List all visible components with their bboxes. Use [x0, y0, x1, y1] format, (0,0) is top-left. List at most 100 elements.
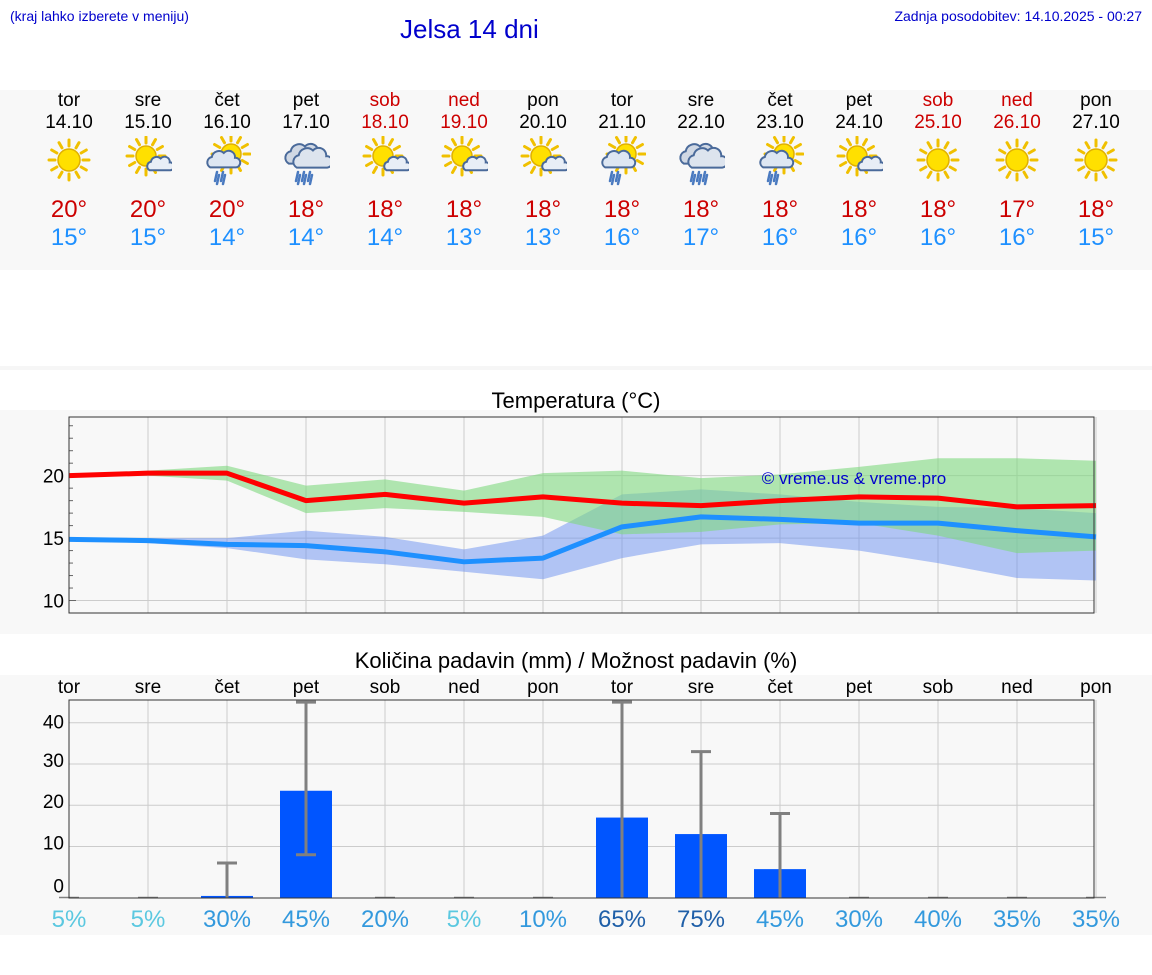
day-date: 20.10 [519, 112, 567, 133]
day-column-0: tor 14.10 20° 15° [30, 90, 109, 252]
day-date: 27.10 [1072, 112, 1120, 133]
max-temp-range-band [69, 458, 1096, 554]
temp-min: 13° [524, 224, 562, 251]
temp-min: 15° [129, 224, 167, 251]
temp-min: 16° [998, 224, 1036, 251]
precip-error-bar [770, 811, 790, 898]
min-temp-line [68, 514, 1097, 565]
sun-icon [916, 138, 960, 182]
day-column-6: pon 20.10 18° 13° [504, 90, 583, 252]
rain-probability: 5% [52, 906, 87, 933]
category-label: pet [846, 677, 873, 698]
category-label: čet [214, 677, 240, 698]
temp-min: 13° [445, 224, 483, 251]
temp-max: 20° [129, 196, 167, 223]
day-column-8: sre 22.10 18° 17° [662, 90, 741, 252]
category-label: sre [688, 677, 714, 698]
y-tick-label: 40 [43, 713, 64, 734]
day-column-4: sob 18.10 18° 14° [346, 90, 425, 252]
day-name: čet [767, 90, 793, 111]
day-date: 21.10 [598, 112, 646, 133]
y-tick-label: 20 [43, 467, 64, 488]
y-tick-label: 20 [43, 792, 64, 813]
forecast-strip: tor 14.10 20° 15° sre 15.10 20° 15° čet 16.10 20° 1… [0, 90, 1152, 270]
temp-max: 20° [208, 196, 246, 223]
y-tick-label: 0 [53, 877, 64, 898]
sun-cloud-rain-icon [601, 136, 646, 186]
sun-icon [47, 138, 91, 182]
day-date: 26.10 [993, 112, 1041, 133]
day-column-9: čet 23.10 18° 16° [741, 90, 820, 252]
temperature-chart-title: Temperatura (°C) [491, 388, 661, 413]
temp-max: 18° [524, 196, 562, 223]
temp-min: 16° [761, 224, 799, 251]
cloud-rain-icon [284, 142, 330, 186]
day-column-7: tor 21.10 18° 16° [583, 90, 662, 252]
temp-min: 15° [50, 224, 88, 251]
precipitation-chart: tor sre čet pet sob ned pon tor sre čet pet sob ned p… [43, 677, 1120, 933]
y-tick-label: 10 [43, 592, 64, 613]
y-tick-label: 10 [43, 833, 64, 854]
rain-probability: 75% [677, 906, 725, 933]
sun-cloud-icon [520, 136, 567, 177]
category-label: pon [1080, 677, 1112, 698]
temp-max: 20° [50, 196, 88, 223]
day-name: ned [448, 90, 480, 111]
divider [0, 366, 1152, 370]
rain-probability: 5% [447, 906, 482, 933]
day-name: tor [57, 90, 81, 111]
rain-probability: 35% [1072, 906, 1120, 933]
temp-max: 18° [761, 196, 799, 223]
temp-max: 18° [366, 196, 404, 223]
day-name: pet [845, 90, 873, 111]
day-column-5: ned 19.10 18° 13° [425, 90, 504, 252]
day-date: 23.10 [756, 112, 804, 133]
category-label: tor [58, 677, 81, 698]
day-column-12: ned 26.10 17° 16° [978, 90, 1057, 252]
rain-probability: 45% [282, 906, 330, 933]
day-date: 22.10 [677, 112, 725, 133]
sun-cloud-icon [836, 136, 883, 177]
day-date: 14.10 [45, 112, 93, 133]
temp-max: 18° [287, 196, 325, 223]
day-column-13: pon 27.10 18° 15° [1057, 90, 1136, 252]
day-column-11: sob 25.10 18° 16° [899, 90, 978, 252]
last-updated: Zadnja posodobitev: 14.10.2025 - 00:27 [894, 8, 1142, 24]
sun-icon [1074, 138, 1118, 182]
temp-max: 18° [840, 196, 878, 223]
rain-probability: 65% [598, 906, 646, 933]
temp-min: 15° [1077, 224, 1115, 251]
rain-probability: 45% [756, 906, 804, 933]
category-label: tor [611, 677, 634, 698]
day-date: 25.10 [914, 112, 962, 133]
sun-icon [995, 138, 1039, 182]
temp-max: 18° [682, 196, 720, 223]
rain-probability: 10% [519, 906, 567, 933]
watermark: © vreme.us & vreme.pro [762, 469, 946, 488]
category-label: ned [1001, 677, 1033, 698]
day-name: čet [214, 90, 240, 111]
precip-error-bar [612, 700, 632, 898]
day-name: sre [134, 90, 162, 111]
temp-max: 18° [603, 196, 641, 223]
temp-min: 14° [287, 224, 325, 251]
day-date: 18.10 [361, 112, 409, 133]
rain-probability: 35% [993, 906, 1041, 933]
sun-cloud-icon [441, 136, 488, 177]
day-column-10: pet 24.10 18° 16° [820, 90, 899, 252]
temp-min: 16° [919, 224, 957, 251]
temp-min: 16° [840, 224, 878, 251]
day-date: 16.10 [203, 112, 251, 133]
day-date: 15.10 [124, 112, 172, 133]
rain-probability: 5% [131, 906, 166, 933]
temp-max: 18° [919, 196, 957, 223]
temp-min: 16° [603, 224, 641, 251]
category-label: ned [448, 677, 480, 698]
y-tick-label: 15 [43, 529, 64, 550]
max-temp-line [68, 470, 1097, 510]
precip-error-bar [691, 750, 711, 898]
precipitation-chart-title: Količina padavin (mm) / Možnost padavin … [354, 648, 798, 673]
day-name: ned [1001, 90, 1033, 111]
day-date: 17.10 [282, 112, 330, 133]
day-date: 19.10 [440, 112, 488, 133]
